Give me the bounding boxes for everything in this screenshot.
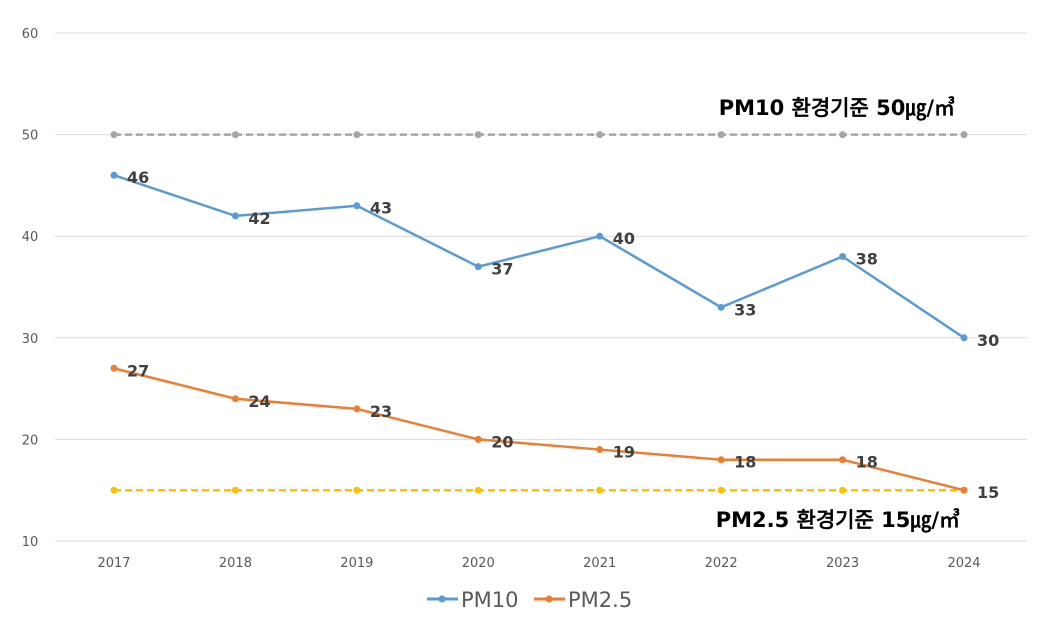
data-label: 30 — [977, 331, 999, 350]
data-label: 20 — [491, 432, 513, 451]
data-point — [839, 253, 847, 261]
series-lines: 46 42 43 37 40 33 38 30 27 24 23 20 19 18 18 15 — [110, 168, 999, 502]
data-point — [596, 232, 604, 240]
data-label: 42 — [248, 209, 270, 228]
data-label: 40 — [613, 229, 635, 248]
data-label: 18 — [734, 453, 756, 472]
reference-marker — [474, 486, 482, 494]
y-tick-label: 20 — [22, 433, 39, 448]
reference-marker — [474, 131, 482, 139]
reference-marker — [231, 486, 239, 494]
x-tick-label: 2019 — [340, 556, 373, 571]
series-line-pm10 — [113, 174, 965, 339]
data-point — [960, 486, 968, 494]
data-label: 37 — [491, 260, 513, 279]
data-point — [839, 456, 847, 464]
data-label: 24 — [248, 392, 270, 411]
x-tick-label: 2020 — [462, 556, 495, 571]
x-tick-label: 2023 — [826, 556, 859, 571]
x-tick-label: 2022 — [705, 556, 738, 571]
data-point — [717, 456, 725, 464]
legend: PM10 PM2.5 — [427, 588, 632, 612]
reference-marker — [596, 486, 604, 494]
reference-marker — [353, 486, 361, 494]
data-point — [231, 395, 239, 403]
data-label: 43 — [370, 199, 392, 218]
x-tick-label: 2021 — [583, 556, 616, 571]
reference-marker — [110, 131, 118, 139]
reference-marker — [960, 131, 968, 139]
data-label: 23 — [370, 402, 392, 421]
data-point — [110, 364, 118, 372]
reference-lines — [110, 131, 968, 494]
data-point — [353, 405, 361, 413]
reference-marker — [353, 131, 361, 139]
y-tick-label: 50 — [22, 129, 39, 144]
reference-label-pm25: PM2.5 환경기준 15㎍/㎥ — [716, 508, 960, 534]
reference-marker — [839, 486, 847, 494]
reference-marker — [839, 131, 847, 139]
data-label: 33 — [734, 300, 756, 319]
y-tick-label: 40 — [22, 230, 39, 245]
data-label: 19 — [613, 443, 635, 462]
reference-marker — [596, 131, 604, 139]
y-tick-label: 30 — [22, 332, 39, 347]
series-line-pm25 — [113, 367, 965, 492]
data-point — [474, 263, 482, 271]
data-point — [353, 202, 361, 210]
reference-marker — [717, 486, 725, 494]
reference-marker — [717, 131, 725, 139]
data-point — [717, 303, 725, 311]
data-point — [474, 435, 482, 443]
x-tick-label: 2017 — [97, 556, 130, 571]
data-point — [960, 334, 968, 342]
y-tick-label: 10 — [22, 535, 39, 550]
data-point — [231, 212, 239, 220]
x-tick-label: 2024 — [947, 556, 980, 571]
data-label: 15 — [977, 483, 999, 502]
reference-label-pm10: PM10 환경기준 50㎍/㎥ — [719, 96, 955, 122]
data-label: 18 — [856, 453, 878, 472]
y-axis: 10 20 30 40 50 60 — [22, 27, 39, 550]
legend-marker-pm25-dot — [545, 595, 553, 603]
data-label: 46 — [127, 168, 149, 187]
reference-marker — [110, 486, 118, 494]
data-label: 38 — [856, 250, 878, 269]
legend-label-pm25: PM2.5 — [568, 588, 632, 612]
reference-marker — [231, 131, 239, 139]
data-point — [596, 446, 604, 454]
data-point — [110, 171, 118, 179]
legend-marker-pm10-dot — [438, 595, 446, 603]
x-axis: 2017 2018 2019 2020 2021 2022 2023 2024 — [97, 556, 980, 571]
x-tick-label: 2018 — [219, 556, 252, 571]
data-label: 27 — [127, 361, 149, 380]
legend-label-pm10: PM10 — [461, 588, 519, 612]
y-tick-label: 60 — [22, 27, 39, 42]
